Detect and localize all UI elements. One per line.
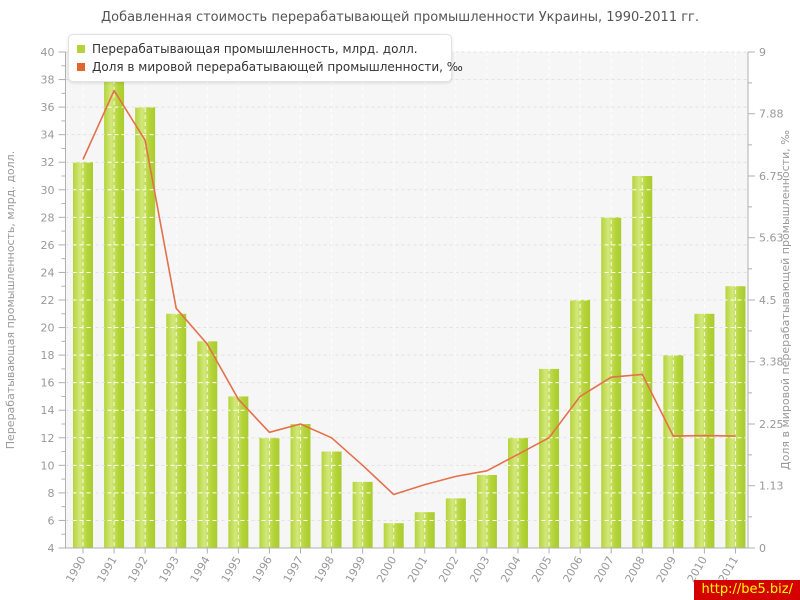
left-axis-tick-label: 12: [41, 432, 55, 445]
line-series: [82, 89, 736, 496]
bar-1998: [321, 451, 342, 548]
left-axis-tick-label: 36: [41, 101, 55, 114]
right-axis-tick-label: 4.5: [759, 294, 777, 307]
x-axis-year-label: 2007: [592, 554, 617, 585]
x-axis-year-label: 1994: [188, 554, 213, 585]
legend-item-world-share: Доля в мировой перерабатывающей промышле…: [77, 58, 463, 76]
x-axis-year-label: 1990: [63, 554, 88, 585]
left-axis-tick-label: 18: [41, 349, 55, 362]
x-axis-year-label: 2002: [436, 554, 461, 585]
x-axis-year-label: 1992: [125, 554, 150, 585]
bar-1991: [104, 72, 125, 549]
left-axis-tick-label: 8: [48, 487, 55, 500]
axis-ticks: [58, 51, 755, 554]
footer-site-link[interactable]: http://be5.biz/: [694, 580, 800, 600]
x-axis-year-label: 2009: [654, 554, 679, 585]
left-axis-tick-label: 32: [41, 156, 55, 169]
line-series-swatch-icon: [77, 63, 85, 71]
right-axis-tick-label: 0: [759, 542, 766, 555]
legend: Перерабатывающая промышленность, млрд. д…: [68, 34, 463, 82]
left-axis-tick-label: 20: [41, 322, 55, 335]
right-axis-tick-label: 1.13: [759, 480, 784, 493]
right-axis-tick-label: 3.38: [759, 356, 784, 369]
x-axis-year-label: 2000: [374, 554, 399, 585]
left-axis-tick-label: 26: [41, 239, 55, 252]
chart-title: Добавленная стоимость перерабатывающей п…: [100, 10, 700, 25]
bar-series: [73, 72, 746, 549]
right-axis-tick-label: 6.75: [759, 170, 784, 183]
x-axis-year-label: 1997: [281, 554, 306, 585]
left-axis-tick-label: 10: [41, 459, 55, 472]
right-axis-tick-label: 7.88: [759, 108, 784, 121]
x-axis-year-label: 1991: [94, 554, 119, 585]
x-axis-year-label: 2008: [623, 554, 648, 585]
x-axis-year-label: 2003: [467, 554, 492, 585]
x-axis-year-label: 2006: [560, 554, 585, 585]
x-axis-year-label: 1993: [157, 554, 182, 585]
legend-item-manufacturing: Перерабатывающая промышленность, млрд. д…: [77, 40, 441, 58]
right-axis-tick-label: 9: [759, 46, 766, 59]
left-axis-tick-label: 28: [41, 211, 55, 224]
left-axis-title: Перерабатывающая промышленность, млрд. д…: [4, 151, 17, 449]
right-axis-tick-label: 2.25: [759, 418, 784, 431]
left-axis-tick-label: 24: [41, 266, 55, 279]
left-axis-tick-label: 14: [41, 404, 55, 417]
x-axis-year-label: 1996: [250, 554, 275, 585]
left-axis-tick-label: 6: [48, 514, 55, 527]
x-axis-year-label: 2004: [498, 554, 523, 585]
left-axis-tick-label: 22: [41, 294, 55, 307]
left-axis-tick-label: 30: [41, 184, 55, 197]
x-axis-year-label: 1999: [343, 554, 368, 585]
x-axis-year-label: 2005: [529, 554, 554, 585]
left-axis-tick-label: 34: [41, 129, 55, 142]
left-axis-tick-label: 38: [41, 74, 55, 87]
right-axis-title: Доля в мировой перерабатывающей промышле…: [779, 130, 792, 470]
left-axis-tick-label: 16: [41, 377, 55, 390]
legend-label-manufacturing: Перерабатывающая промышленность, млрд. д…: [92, 42, 418, 56]
x-axis-year-label: 1995: [219, 554, 244, 585]
legend-label-world-share: Доля в мировой перерабатывающей промышле…: [92, 60, 463, 74]
left-axis-tick-label: 40: [41, 46, 55, 59]
left-axis-tick-label: 4: [48, 542, 55, 555]
x-axis-year-label: 2001: [405, 554, 430, 585]
bar-series-swatch-icon: [77, 45, 85, 53]
right-axis-tick-label: 5.63: [759, 232, 784, 245]
x-axis-year-label: 1998: [312, 554, 337, 585]
